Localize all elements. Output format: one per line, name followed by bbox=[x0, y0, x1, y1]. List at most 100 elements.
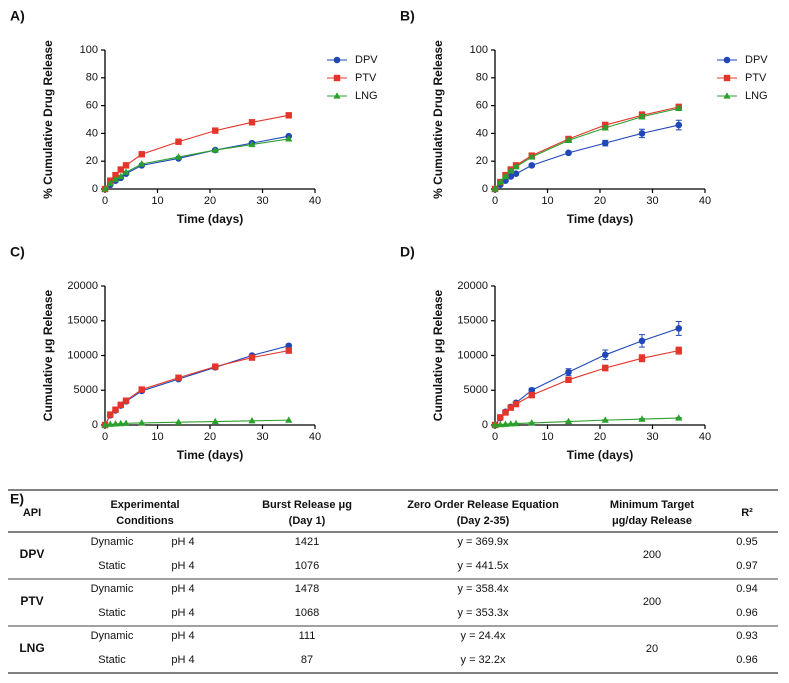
table-header: R² bbox=[741, 507, 753, 519]
point bbox=[111, 175, 120, 182]
panel-label: C) bbox=[10, 244, 25, 260]
point bbox=[117, 166, 124, 173]
table-header: Conditions bbox=[116, 515, 173, 527]
table-cell: 200 bbox=[643, 549, 661, 561]
table-cell: 0.96 bbox=[736, 654, 757, 666]
y-tick-label: 0 bbox=[482, 419, 488, 431]
point bbox=[248, 140, 256, 148]
api-label: DPV bbox=[20, 547, 45, 561]
point bbox=[285, 416, 293, 423]
table-cell: 0.97 bbox=[736, 560, 757, 572]
series-line bbox=[494, 350, 679, 426]
table-cell: Static bbox=[98, 607, 126, 619]
y-tick-label: 5000 bbox=[464, 384, 488, 396]
point bbox=[117, 401, 124, 409]
point bbox=[122, 168, 130, 175]
point bbox=[565, 376, 572, 384]
point bbox=[106, 420, 114, 427]
y-tick-label: 100 bbox=[80, 44, 98, 56]
y-tick-label: 15000 bbox=[457, 315, 488, 327]
y-tick-label: 5000 bbox=[74, 384, 98, 396]
point bbox=[564, 136, 573, 143]
point bbox=[212, 363, 219, 370]
point bbox=[138, 419, 146, 426]
x-tick-label: 30 bbox=[256, 431, 268, 443]
point bbox=[111, 420, 120, 427]
point bbox=[723, 74, 731, 82]
y-tick-label: 20 bbox=[86, 155, 98, 167]
x-tick-label: 40 bbox=[309, 195, 321, 207]
point bbox=[507, 167, 515, 174]
point bbox=[528, 153, 536, 160]
point bbox=[333, 56, 341, 64]
x-tick-label: 40 bbox=[699, 195, 711, 207]
table-cell: y = 441.5x bbox=[457, 560, 509, 572]
point bbox=[285, 135, 293, 142]
point bbox=[496, 420, 504, 428]
panel-label: D) bbox=[400, 244, 415, 260]
x-tick-label: 20 bbox=[594, 431, 606, 443]
point bbox=[101, 421, 109, 428]
y-tick-label: 20000 bbox=[67, 280, 98, 292]
point bbox=[601, 139, 609, 147]
table-header: (Day 2-35) bbox=[457, 515, 510, 527]
point bbox=[564, 417, 573, 425]
panel-label: A) bbox=[10, 8, 25, 24]
x-tick-label: 30 bbox=[646, 195, 658, 207]
point bbox=[122, 419, 130, 426]
y-axis-title: % Cumulative Drug Release bbox=[431, 40, 445, 199]
table-cell: 0.93 bbox=[736, 630, 757, 642]
y-axis-title: % Cumulative Drug Release bbox=[41, 40, 55, 199]
panel-label: B) bbox=[400, 8, 415, 24]
point bbox=[497, 414, 504, 421]
point bbox=[122, 397, 130, 404]
point bbox=[675, 121, 683, 129]
legend-label: DPV bbox=[745, 54, 768, 66]
api-label: LNG bbox=[19, 641, 44, 655]
point bbox=[285, 112, 292, 119]
table-cell: 1478 bbox=[295, 583, 319, 595]
point bbox=[501, 172, 510, 180]
x-axis-title: Time (days) bbox=[567, 212, 633, 226]
point bbox=[528, 391, 535, 399]
table-header: μg/day Release bbox=[612, 515, 692, 527]
point bbox=[565, 368, 572, 376]
point bbox=[285, 342, 293, 350]
x-axis-title: Time (days) bbox=[567, 448, 633, 462]
y-tick-label: 60 bbox=[476, 100, 488, 112]
x-tick-label: 0 bbox=[102, 195, 108, 207]
point bbox=[285, 347, 292, 354]
point bbox=[211, 417, 219, 425]
point bbox=[248, 119, 256, 126]
legend-label: LNG bbox=[355, 90, 378, 102]
point bbox=[512, 162, 520, 170]
point bbox=[723, 92, 731, 99]
y-tick-label: 100 bbox=[470, 44, 488, 56]
point bbox=[138, 151, 145, 158]
table-cell: pH 4 bbox=[171, 536, 194, 548]
point bbox=[501, 420, 510, 427]
series-line bbox=[104, 138, 289, 190]
point bbox=[512, 170, 520, 178]
table-cell: Static bbox=[98, 654, 126, 666]
y-tick-label: 80 bbox=[476, 72, 488, 84]
x-tick-label: 0 bbox=[492, 431, 498, 443]
series-line bbox=[104, 350, 289, 426]
point bbox=[333, 74, 341, 82]
point bbox=[138, 386, 145, 393]
point bbox=[528, 419, 536, 426]
y-tick-label: 0 bbox=[92, 183, 98, 195]
point bbox=[175, 138, 182, 145]
point bbox=[174, 153, 183, 160]
api-label: PTV bbox=[20, 594, 43, 608]
point bbox=[138, 160, 146, 167]
point bbox=[638, 112, 646, 120]
series-line bbox=[494, 107, 679, 190]
table-header: Experimental bbox=[110, 499, 179, 511]
y-tick-label: 15000 bbox=[67, 315, 98, 327]
point bbox=[107, 411, 114, 418]
legend-label: DPV bbox=[355, 54, 378, 66]
table-cell: pH 4 bbox=[171, 583, 194, 595]
legend-label: LNG bbox=[745, 90, 768, 102]
